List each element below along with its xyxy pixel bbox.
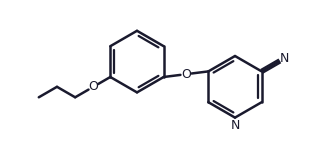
Text: N: N: [230, 119, 240, 132]
Text: O: O: [181, 68, 191, 81]
Text: N: N: [280, 52, 289, 65]
Text: O: O: [88, 80, 98, 93]
